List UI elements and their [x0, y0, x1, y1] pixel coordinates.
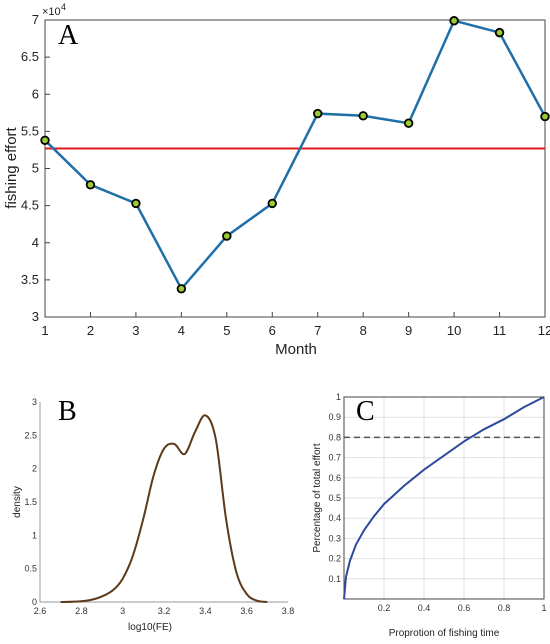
chart-b-x-tick-label: 2.6: [34, 606, 47, 616]
chart-a-x-tick-label: 10: [447, 323, 461, 338]
chart-a-data-point: [267, 198, 277, 209]
chart-a-x-tick-label: 7: [314, 323, 321, 338]
chart-c-y-tick-label: 0.1: [328, 574, 341, 584]
chart-c-y-tick-label: 0.9: [328, 412, 341, 422]
chart-c-x-axis-label: Proprotion of fishing time: [389, 628, 500, 639]
chart-c-y-ticks: 0.1 0.2 0.3 0.4 0.5 0.6 0.7 0.8 0.9 1: [328, 392, 341, 584]
chart-a-y-tick-label: 3: [32, 309, 39, 324]
chart-b-x-tick-label: 3.2: [158, 606, 171, 616]
chart-a-x-tick-label: 12: [538, 323, 550, 338]
chart-c-x-tick-label: 0.6: [458, 603, 471, 613]
chart-c-frame: [343, 396, 545, 600]
chart-c-y-tick-label: 1: [336, 392, 341, 402]
chart-a-data-point: [85, 180, 96, 190]
chart-a-data-point: [40, 135, 50, 145]
chart-c-y-tick-label: 0.5: [328, 493, 341, 503]
chart-a-y-axis-label: fishing effort: [3, 126, 20, 208]
chart-a-panel-letter: A: [58, 20, 79, 51]
chart-a-data-point: [313, 108, 323, 119]
chart-a-data-point: [358, 111, 368, 121]
chart-a-data-point: [131, 198, 141, 209]
chart-a-x-tick-label: 11: [493, 323, 507, 338]
chart-a-y-ticks: 3 3.5 4 4.5 5 5.5 6 6.5 7: [21, 12, 50, 324]
chart-a-x-tick-label: 6: [269, 323, 276, 338]
chart-b-y-tick-label: 1.5: [24, 497, 37, 507]
chart-b-y-tick-label: 2.5: [24, 430, 37, 440]
chart-b-y-axis-label: density: [12, 486, 23, 518]
chart-b-density-curve: [60, 414, 268, 603]
chart-a-y-multiplier: ×10: [42, 6, 61, 18]
chart-c-x-tick-label: 1: [541, 603, 546, 613]
chart-b-x-axis-label: log10(FE): [128, 622, 172, 633]
chart-a-data-point: [222, 231, 232, 241]
chart-a-data-point: [540, 111, 550, 122]
chart-a-x-tick-label: 2: [87, 323, 94, 338]
chart-a-data-point: [403, 118, 414, 128]
chart-a-y-tick-label: 6.5: [21, 49, 39, 64]
chart-a-y-tick-label: 4.5: [21, 198, 39, 213]
chart-c-cumulative-curve: [343, 396, 545, 600]
chart-c-x-tick-label: 0.2: [378, 603, 391, 613]
chart-a-x-tick-label: 8: [360, 323, 367, 338]
chart-b-x-tick-label: 3.4: [199, 606, 212, 616]
chart-a-points: [40, 16, 550, 294]
chart-b-y-tick-label: 0: [32, 597, 37, 607]
chart-a-y-tick-label: 5.5: [21, 123, 39, 138]
chart-a: A ×10 4 Month fishing effort 1 2 3 4 5 6 7 8 9 10…: [3, 2, 550, 358]
chart-a-data-point: [494, 27, 505, 38]
chart-c-y-tick-label: 0.2: [328, 554, 341, 564]
chart-a-y-tick-label: 4: [32, 235, 39, 250]
chart-a-series-line: [44, 19, 547, 291]
chart-a-y-tick-label: 5: [32, 161, 39, 176]
chart-c-x-tick-label: 0.8: [498, 603, 511, 613]
chart-b-x-ticks: 2.6 2.8 3 3.2 3.4 3.6 3.8: [34, 606, 295, 616]
chart-b-y-tick-label: 1: [32, 530, 37, 540]
chart-a-x-tick-label: 3: [132, 323, 139, 338]
chart-c-panel-letter: C: [356, 396, 375, 427]
chart-a-data-point: [176, 284, 187, 294]
chart-a-x-ticks: 1 2 3 4 5 6 7 8 9 10 11 12: [41, 312, 550, 338]
chart-b-y-ticks: 0 0.5 1 1.5 2 2.5 3: [24, 397, 37, 607]
chart-b-y-tick-label: 2: [32, 464, 37, 474]
chart-b-x-tick-label: 3: [120, 606, 125, 616]
chart-c: C Proprotion of fishing time Percentage …: [312, 392, 547, 639]
chart-a-x-tick-label: 4: [178, 323, 185, 338]
chart-a-x-axis-label: Month: [275, 341, 317, 358]
chart-c-grid: [344, 396, 545, 599]
chart-a-x-tick-label: 1: [41, 323, 48, 338]
chart-c-y-tick-label: 0.4: [328, 513, 341, 523]
chart-c-y-axis-label: Percentage of total effort: [312, 443, 323, 553]
chart-b-panel-letter: B: [58, 396, 77, 427]
chart-a-x-tick-label: 5: [223, 323, 230, 338]
chart-b: B log10(FE) density 2.6 2.8 3 3.2 3.4 3.6 3.8 …: [12, 396, 294, 633]
chart-c-y-tick-label: 0.6: [328, 473, 341, 483]
chart-c-y-tick-label: 0.7: [328, 453, 341, 463]
chart-b-x-tick-label: 2.8: [75, 606, 88, 616]
chart-b-y-tick-label: 3: [32, 397, 37, 407]
chart-c-x-ticks: 0.2 0.4 0.6 0.8 1: [378, 603, 547, 613]
chart-b-y-tick-label: 0.5: [24, 564, 37, 574]
chart-c-y-tick-label: 0.3: [328, 533, 341, 543]
chart-a-y-tick-label: 7: [32, 12, 39, 27]
chart-c-x-tick-label: 0.4: [418, 603, 431, 613]
chart-a-frame: [44, 19, 546, 318]
chart-a-y-exponent: 4: [61, 2, 66, 12]
chart-b-x-tick-label: 3.6: [240, 606, 253, 616]
chart-a-y-tick-label: 3.5: [21, 272, 39, 287]
chart-c-y-tick-label: 0.8: [328, 432, 341, 442]
chart-a-x-tick-label: 9: [405, 323, 412, 338]
chart-a-data-point: [449, 16, 459, 26]
chart-b-x-tick-label: 3.8: [282, 606, 295, 616]
chart-a-y-tick-label: 6: [32, 86, 39, 101]
